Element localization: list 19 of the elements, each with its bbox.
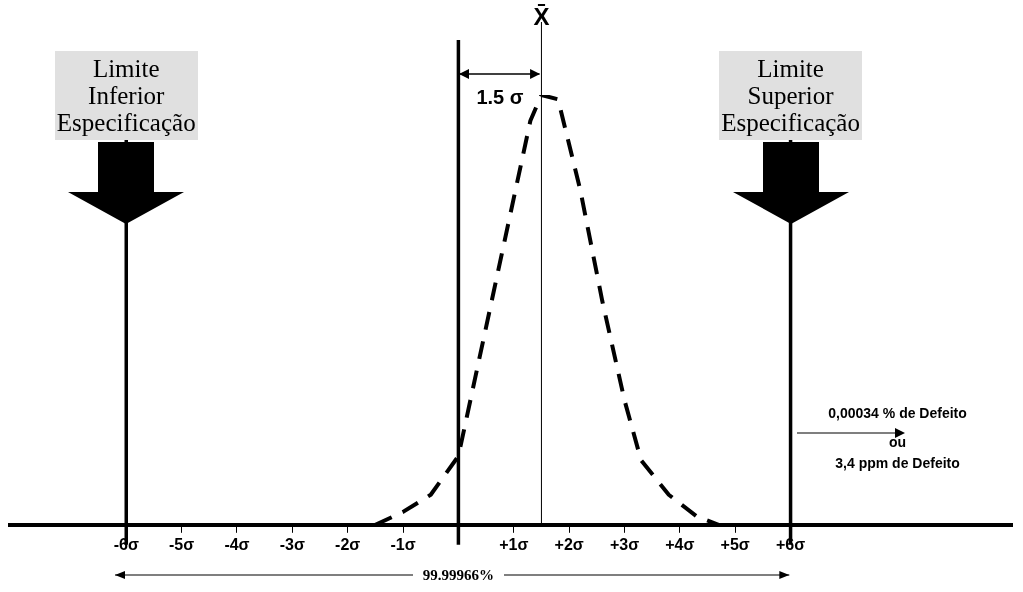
x-tick-label: -2σ bbox=[335, 535, 361, 553]
text: 99.99966% bbox=[412, 567, 505, 583]
x-tick-label: +3σ bbox=[609, 535, 640, 553]
annotation: 3,4 ppm de Defeito bbox=[834, 454, 961, 472]
ref-line-label: Limite Superior Especificação bbox=[719, 51, 862, 140]
x-tick-label: +5σ bbox=[720, 535, 750, 553]
x-tick-label: +1σ bbox=[499, 535, 529, 553]
x-tick-label: +2σ bbox=[554, 535, 584, 553]
annotation: 0,00034 % de Defeito bbox=[827, 404, 968, 422]
x-tick-label: -3σ bbox=[279, 535, 305, 553]
ref-line-label: Limite Inferior Especificação bbox=[54, 51, 198, 140]
annotation: 1.5 σ bbox=[475, 86, 525, 109]
annotation: ou bbox=[888, 433, 908, 451]
x-tick-label: -6σ bbox=[113, 535, 139, 553]
x-tick-label: +4σ bbox=[665, 535, 695, 553]
ref-line-label: X̄ bbox=[532, 3, 551, 30]
x-tick-label: -5σ bbox=[169, 535, 195, 553]
x-tick-label: -4σ bbox=[224, 535, 250, 553]
x-tick-label: -1σ bbox=[390, 535, 416, 553]
